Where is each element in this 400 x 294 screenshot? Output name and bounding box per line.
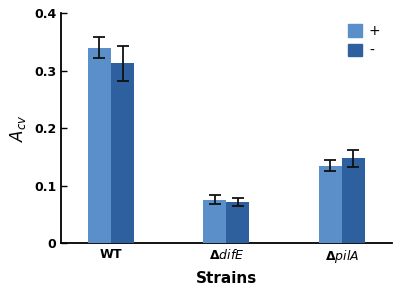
Bar xyxy=(342,158,365,243)
Bar xyxy=(319,166,342,243)
Bar xyxy=(88,48,111,243)
X-axis label: Strains: Strains xyxy=(196,271,257,286)
Y-axis label: $A_{cv}$: $A_{cv}$ xyxy=(8,114,28,142)
Bar xyxy=(226,203,250,243)
Legend: +, -: +, - xyxy=(344,20,385,62)
Bar xyxy=(203,200,226,243)
Bar xyxy=(111,63,134,243)
